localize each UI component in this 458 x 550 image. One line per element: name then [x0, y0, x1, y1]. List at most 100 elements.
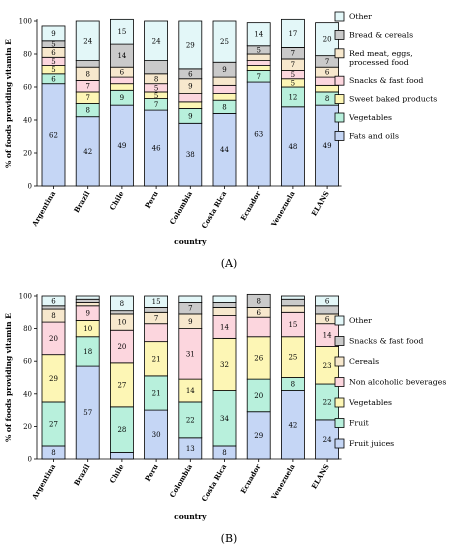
- legend-label: Fats and oils: [349, 131, 399, 140]
- bar-segment: [212, 76, 237, 86]
- bar-value-label: 30: [152, 431, 161, 439]
- bar-value-label: 9: [188, 318, 192, 326]
- bar-value-label: 20: [49, 335, 58, 343]
- bar-segment: [178, 93, 203, 103]
- bar-segment: [178, 101, 203, 109]
- bar-value-label: 12: [288, 93, 297, 101]
- bar-value-label: 15: [152, 298, 161, 306]
- bar-value-label: 9: [188, 112, 192, 120]
- bar-value-label: 42: [288, 421, 297, 429]
- bar-segment: [110, 18, 134, 45]
- bar-value-label: 8: [325, 95, 329, 103]
- bar-value-label: 6: [120, 69, 125, 77]
- bar-segment: [75, 295, 100, 300]
- bar-value-label: 21: [152, 355, 161, 363]
- bar-segment: [315, 295, 340, 307]
- bar-value-label: 8: [222, 103, 226, 111]
- y-axis-title: % of foods providing vitamin E: [4, 39, 13, 168]
- legend-swatch: [334, 418, 345, 428]
- bar-segment: [144, 20, 169, 61]
- bar-value-label: 28: [117, 426, 126, 434]
- bar-value-label: 22: [186, 416, 195, 424]
- x-tick-label: Brazil: [72, 462, 92, 487]
- bar-segment: [41, 25, 66, 42]
- bar-value-label: 15: [288, 321, 297, 329]
- legend-label: Cereals: [349, 357, 379, 366]
- bar-value-label: 38: [186, 151, 195, 159]
- y-tick-label: 40: [23, 390, 32, 398]
- bar-value-label: 48: [288, 143, 297, 151]
- bar-value-label: 8: [51, 312, 55, 320]
- bar-segment: [178, 20, 203, 70]
- bar-value-label: 8: [85, 70, 89, 78]
- bar-value-label: 6: [51, 75, 56, 83]
- bar-value-label: 25: [288, 354, 297, 362]
- bar-segment: [315, 305, 340, 315]
- y-tick-label: 100: [19, 18, 32, 26]
- bar-value-label: 34: [220, 415, 229, 423]
- bar-segment: [212, 84, 237, 94]
- bar-segment: [246, 22, 271, 47]
- x-tick-label: Venezuela: [269, 462, 297, 502]
- bar-value-label: 8: [291, 381, 295, 389]
- bar-segment: [212, 307, 237, 316]
- bar-value-label: 6: [325, 69, 330, 77]
- legend-label: Vegetables: [348, 113, 392, 122]
- bar-segment: [75, 298, 100, 303]
- bar-value-label: 7: [291, 61, 295, 69]
- legend: Other Snacks & fast food Cereals Non alcoho…: [334, 315, 446, 449]
- bar-value-label: 8: [154, 75, 158, 83]
- legend-label: Other: [349, 12, 372, 21]
- legend-label: Red meat, eggs, processed food: [349, 49, 413, 67]
- bar-value-label: 14: [323, 332, 332, 340]
- x-tick-label: Colombia: [168, 189, 195, 226]
- x-axis-title: country: [174, 237, 207, 246]
- bar-value-label: 7: [256, 73, 260, 81]
- bar-value-label: 24: [152, 37, 161, 45]
- x-tick-label: Argentina: [29, 189, 57, 229]
- y-tick-label: 60: [23, 358, 32, 366]
- bar-segment: [246, 60, 271, 66]
- x-tick-label: Ecuador: [238, 189, 262, 222]
- bar-value-label: 8: [256, 297, 260, 305]
- x-tick-label: Colombia: [168, 462, 195, 499]
- bar-value-label: 20: [323, 36, 332, 44]
- bar-segment: [246, 316, 271, 338]
- bar-value-label: 5: [51, 41, 55, 49]
- x-tick-label: Argentina: [29, 462, 57, 502]
- bar-value-label: 20: [117, 343, 126, 351]
- x-tick-label: Chile: [108, 189, 126, 212]
- bar-value-label: 7: [154, 101, 158, 109]
- bar-value-label: 32: [220, 361, 229, 369]
- bar-segment: [178, 295, 203, 303]
- bar-value-label: 49: [323, 142, 332, 150]
- legend-swatch: [334, 48, 345, 59]
- bar-value-label: 26: [254, 354, 263, 362]
- bar-value-label: 9: [188, 83, 192, 91]
- bar-value-label: 9: [51, 30, 55, 38]
- bar-value-label: 9: [222, 66, 226, 74]
- legend-label: Snacks & fast food: [349, 337, 423, 346]
- bar-value-label: 14: [254, 31, 263, 39]
- bar-value-label: 9: [120, 94, 124, 102]
- bar-segment: [280, 18, 305, 48]
- y-tick-label: 40: [23, 117, 32, 125]
- bar-value-label: 14: [186, 387, 195, 395]
- bar-value-label: 13: [186, 445, 195, 453]
- bar-value-label: 8: [120, 300, 124, 308]
- bar-value-label: 29: [49, 375, 58, 383]
- bar-segment: [144, 295, 169, 308]
- bar-value-label: 6: [325, 315, 330, 323]
- bar-segment: [280, 298, 305, 307]
- bar-value-label: 9: [85, 310, 89, 318]
- bar-value-label: 46: [152, 145, 161, 153]
- bar-value-label: 6: [51, 49, 56, 57]
- legend-swatch: [334, 29, 345, 40]
- x-tick-label: Chile: [108, 462, 126, 485]
- bar-value-label: 7: [154, 315, 158, 323]
- bar-value-label: 7: [85, 94, 89, 102]
- x-axis-title: country: [174, 512, 207, 521]
- bar-segment: [110, 76, 134, 85]
- bar-value-label: 7: [188, 305, 192, 313]
